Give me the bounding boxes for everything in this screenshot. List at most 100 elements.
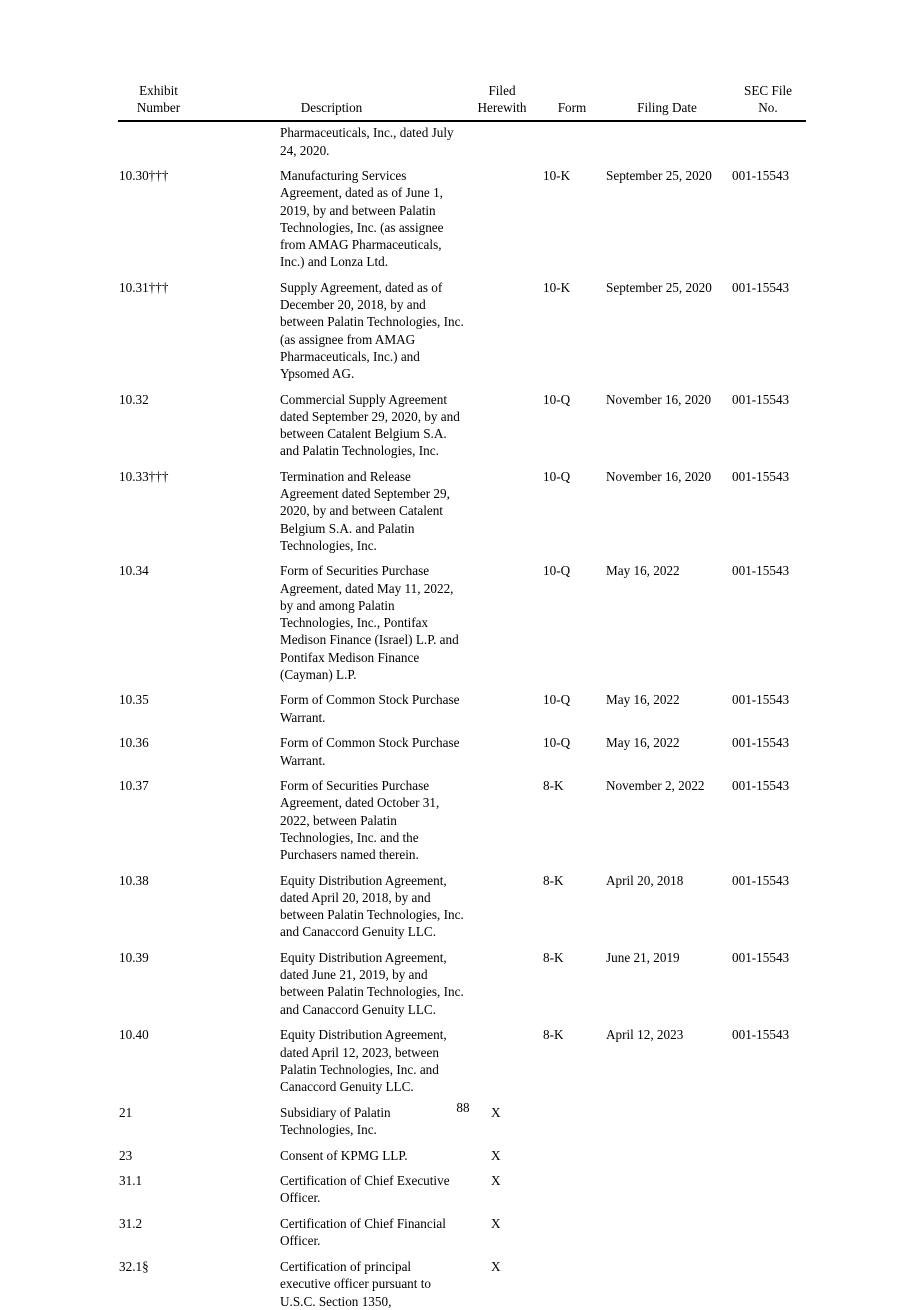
column-header-description-line1 bbox=[199, 82, 464, 99]
cell-exhibit-number-text: 31.2 bbox=[119, 1216, 143, 1232]
cell-description: Certification of Chief Financial Officer… bbox=[199, 1207, 464, 1250]
column-header-form: Form bbox=[540, 82, 604, 122]
table-row: 10.34 Form of Securities Purchase Agreeme… bbox=[118, 554, 806, 683]
cell-filing-date-text: November 2, 2022 bbox=[606, 778, 705, 794]
cell-filed-herewith bbox=[464, 554, 540, 683]
cell-sec-file-no-text: 001-15543 bbox=[732, 468, 790, 484]
cell-sec-file-no-text: 001-15543 bbox=[732, 1027, 790, 1043]
column-header-form-line2: Form bbox=[557, 100, 587, 116]
cell-sec-file-no: 001-15543 bbox=[730, 769, 806, 864]
cell-filing-date-text: April 20, 2018 bbox=[606, 872, 684, 888]
table-row: 10.39 Equity Distribution Agreement, date… bbox=[118, 941, 806, 1018]
cell-sec-file-no-text: 001-15543 bbox=[732, 692, 790, 708]
cell-exhibit-number-text: 10.30††† bbox=[119, 168, 169, 184]
cell-description-text: Equity Distribution Agreement, dated Apr… bbox=[280, 1027, 447, 1094]
table-row: 10.36 Form of Common Stock Purchase Warra… bbox=[118, 726, 806, 769]
cell-sec-file-no: 001-15543 bbox=[730, 683, 806, 726]
cell-filing-date-text: November 16, 2020 bbox=[606, 468, 712, 484]
cell-sec-file-no bbox=[730, 121, 806, 159]
cell-form: 8-K bbox=[540, 863, 604, 940]
column-header-sec-file-no: SEC File No. bbox=[730, 82, 806, 122]
cell-filing-date: June 21, 2019 bbox=[604, 941, 730, 1018]
table-row: 32.1§ Certification of principal executiv… bbox=[118, 1250, 806, 1310]
cell-sec-file-no bbox=[730, 1164, 806, 1207]
cell-filing-date: November 16, 2020 bbox=[604, 382, 730, 459]
cell-form: 10-Q bbox=[540, 459, 604, 554]
exhibit-index-table: Exhibit Number Description Filed Herewit… bbox=[118, 82, 806, 1310]
cell-filing-date bbox=[604, 121, 730, 159]
table-body: Pharmaceuticals, Inc., dated July 24, 20… bbox=[118, 121, 806, 1310]
cell-filed-herewith bbox=[464, 270, 540, 382]
page-number-value: 88 bbox=[456, 1100, 470, 1115]
cell-filing-date bbox=[604, 1138, 730, 1164]
cell-exhibit-number: 10.40 bbox=[118, 1018, 199, 1095]
cell-form-text: 8-K bbox=[543, 872, 564, 888]
cell-filing-date: April 20, 2018 bbox=[604, 863, 730, 940]
cell-exhibit-number: 10.39 bbox=[118, 941, 199, 1018]
cell-sec-file-no: 001-15543 bbox=[730, 382, 806, 459]
cell-filed-herewith bbox=[464, 941, 540, 1018]
column-header-filed-herewith-line2: Herewith bbox=[477, 100, 527, 116]
cell-filed-herewith bbox=[464, 683, 540, 726]
cell-filed-herewith bbox=[464, 382, 540, 459]
cell-form-text: 10-Q bbox=[543, 391, 571, 407]
cell-description-text: Equity Distribution Agreement, dated Apr… bbox=[280, 872, 464, 940]
cell-exhibit-number: 10.31††† bbox=[118, 270, 199, 382]
cell-description: Termination and Release Agreement dated … bbox=[199, 459, 464, 554]
cell-filed-herewith-text: X bbox=[491, 1259, 501, 1275]
document-page: Exhibit Number Description Filed Herewit… bbox=[118, 82, 806, 1309]
table-row: 10.40 Equity Distribution Agreement, date… bbox=[118, 1018, 806, 1095]
cell-filing-date: September 25, 2020 bbox=[604, 270, 730, 382]
cell-form bbox=[540, 121, 604, 159]
cell-filing-date: November 16, 2020 bbox=[604, 459, 730, 554]
table-row: 10.31††† Supply Agreement, dated as of De… bbox=[118, 270, 806, 382]
cell-description-text: Certification of principal executive off… bbox=[280, 1259, 431, 1309]
cell-exhibit-number: 21 bbox=[118, 1095, 199, 1138]
table-row: 10.38 Equity Distribution Agreement, date… bbox=[118, 863, 806, 940]
cell-filed-herewith-text: X bbox=[491, 1216, 501, 1232]
cell-description: Certification of Chief Executive Officer… bbox=[199, 1164, 464, 1207]
cell-exhibit-number-text: 10.33††† bbox=[119, 468, 169, 484]
table-row: 10.30††† Manufacturing Services Agreement… bbox=[118, 159, 806, 271]
cell-sec-file-no: 001-15543 bbox=[730, 726, 806, 769]
cell-form-text: 8-K bbox=[543, 950, 564, 966]
cell-filing-date: May 16, 2022 bbox=[604, 554, 730, 683]
cell-exhibit-number: 10.34 bbox=[118, 554, 199, 683]
table-row: Pharmaceuticals, Inc., dated July 24, 20… bbox=[118, 121, 806, 159]
cell-description-text: Form of Securities Purchase Agreement, d… bbox=[280, 778, 440, 863]
cell-form bbox=[540, 1250, 604, 1310]
cell-sec-file-no-text: 001-15543 bbox=[732, 735, 790, 751]
cell-filed-herewith bbox=[464, 769, 540, 864]
cell-filing-date: September 25, 2020 bbox=[604, 159, 730, 271]
column-header-filing-date: Filing Date bbox=[604, 82, 730, 122]
cell-filing-date bbox=[604, 1207, 730, 1250]
cell-exhibit-number-text: 10.32 bbox=[119, 391, 149, 407]
cell-exhibit-number-text: 10.37 bbox=[119, 778, 149, 794]
cell-sec-file-no: 001-15543 bbox=[730, 554, 806, 683]
cell-sec-file-no bbox=[730, 1138, 806, 1164]
table-header: Exhibit Number Description Filed Herewit… bbox=[118, 82, 806, 122]
cell-filing-date: May 16, 2022 bbox=[604, 726, 730, 769]
cell-description: Consent of KPMG LLP. bbox=[199, 1138, 464, 1164]
cell-sec-file-no: 001-15543 bbox=[730, 863, 806, 940]
table-row: 10.37 Form of Securities Purchase Agreeme… bbox=[118, 769, 806, 864]
cell-description: Form of Common Stock Purchase Warrant. bbox=[199, 726, 464, 769]
cell-form: 10-Q bbox=[540, 382, 604, 459]
cell-exhibit-number: 10.36 bbox=[118, 726, 199, 769]
cell-exhibit-number-text: 10.39 bbox=[119, 950, 149, 966]
column-header-filed-herewith: Filed Herewith bbox=[464, 82, 540, 122]
cell-exhibit-number: 32.1§ bbox=[118, 1250, 199, 1310]
cell-exhibit-number: 10.32 bbox=[118, 382, 199, 459]
cell-description: Certification of principal executive off… bbox=[199, 1250, 464, 1310]
column-header-filed-herewith-line1: Filed bbox=[488, 83, 516, 98]
table-row: 10.35 Form of Common Stock Purchase Warra… bbox=[118, 683, 806, 726]
cell-filed-herewith bbox=[464, 159, 540, 271]
cell-filing-date-text: September 25, 2020 bbox=[606, 279, 712, 295]
cell-form bbox=[540, 1138, 604, 1164]
column-header-sec-file-no-line1: SEC File bbox=[744, 83, 792, 98]
cell-filed-herewith-text: X bbox=[491, 1173, 501, 1189]
cell-exhibit-number: 23 bbox=[118, 1138, 199, 1164]
cell-description: Supply Agreement, dated as of December 2… bbox=[199, 270, 464, 382]
cell-form: 10-Q bbox=[540, 726, 604, 769]
cell-sec-file-no: 001-15543 bbox=[730, 459, 806, 554]
